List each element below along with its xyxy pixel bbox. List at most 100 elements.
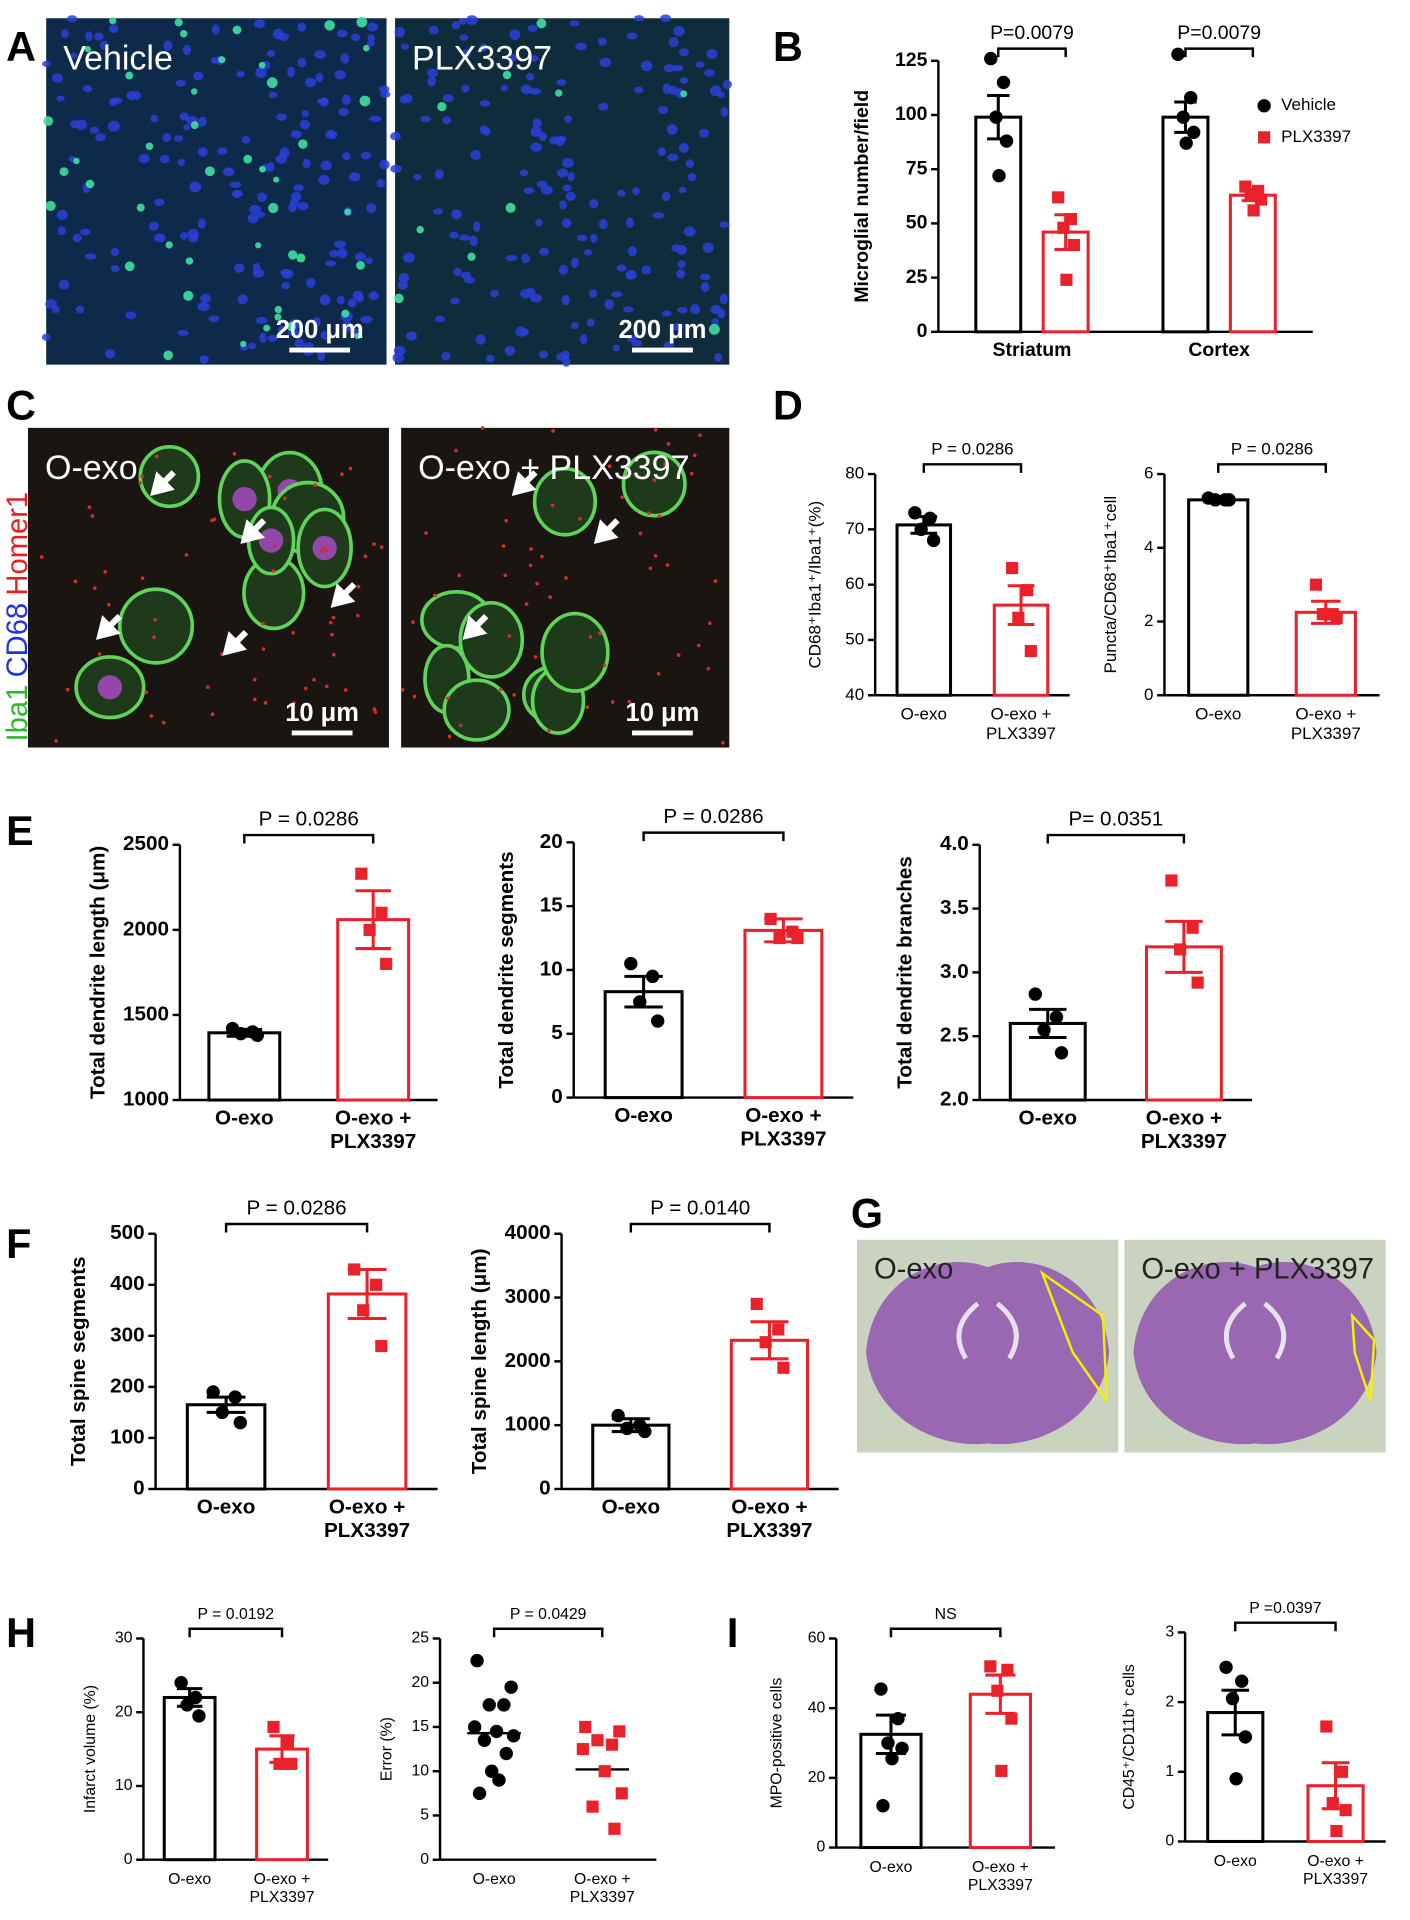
nucleus [479, 100, 491, 107]
nucleus [661, 310, 672, 317]
panel-letter: E [6, 808, 34, 854]
nucleus [364, 257, 373, 264]
y-axis-label: Total dendrite length (μm) [87, 846, 110, 1099]
data-point [876, 1799, 890, 1813]
y-tick-label: 500 [110, 1221, 144, 1244]
nucleus [690, 303, 701, 315]
puncta [524, 602, 529, 606]
data-point [1174, 943, 1187, 956]
error-bar [355, 889, 391, 951]
data-point [484, 1764, 499, 1778]
nucleus [567, 172, 575, 182]
nucleus [324, 260, 337, 267]
microglia [259, 165, 266, 173]
nucleus [277, 325, 287, 333]
nucleus [558, 264, 568, 276]
nucleus [138, 153, 150, 164]
stain-label: Homer1 [2, 492, 34, 596]
text-line: PLX3397 [740, 1128, 826, 1151]
nucleus [442, 116, 452, 125]
nucleus [99, 40, 109, 50]
nucleus [559, 200, 568, 210]
puncta [663, 711, 668, 716]
nucleus [399, 95, 409, 104]
nucleus [197, 147, 208, 157]
microglia [204, 166, 215, 177]
nucleus [530, 126, 542, 137]
nucleus [72, 233, 82, 243]
nucleus [94, 32, 104, 41]
nucleus [521, 253, 530, 264]
legend-marker [1258, 131, 1271, 144]
cell [458, 600, 525, 679]
nucleus [288, 203, 297, 212]
chart: 0 5 10 15 20 Total dendrite segments O-exo O-ex… [495, 805, 854, 1151]
data-point [1176, 110, 1190, 124]
cd68 [258, 528, 284, 553]
panel-letter: I [727, 1610, 738, 1656]
bar [326, 1292, 408, 1491]
y-tick-label: 1500 [123, 1002, 169, 1025]
x-tick-label: O-exo + PLX3397 [1303, 1853, 1368, 1888]
y-tick-label: 10 [115, 1777, 133, 1794]
nucleus [397, 280, 408, 291]
data-point [489, 1724, 504, 1739]
text-line: O-exo + [731, 1495, 807, 1518]
x-tick-label: O-exo + PLX3397 [726, 1495, 812, 1542]
data-point [1330, 1824, 1343, 1838]
data-point [357, 1304, 370, 1317]
data-point [1186, 921, 1199, 934]
nucleus [532, 118, 542, 128]
nucleus [148, 221, 159, 231]
nucleus [530, 142, 542, 152]
microglia [243, 154, 253, 164]
puncta [698, 433, 702, 437]
chart: 0 5 10 15 20 25 Error (%) O-exo O-exo + PLX3397 P … [378, 1606, 657, 1906]
puncta [663, 462, 667, 467]
panel-letter: C [6, 382, 36, 428]
nucleus [538, 247, 550, 256]
nucleus [586, 318, 595, 327]
nucleus [450, 297, 460, 305]
x-tick-label: O-exo [1195, 705, 1241, 724]
data-point [1001, 1663, 1014, 1676]
nucleus [588, 199, 599, 209]
scale-bar-label: 10 μm [285, 699, 359, 727]
nucleus [222, 167, 235, 177]
nucleus [352, 290, 363, 301]
nucleus [490, 289, 499, 298]
y-tick-label: 1000 [505, 1413, 551, 1436]
y-tick-label: 10 [540, 957, 563, 980]
data-point [992, 169, 1006, 183]
nucleus [334, 70, 346, 80]
data-point [772, 1323, 785, 1336]
microglia [268, 202, 279, 214]
nucleus [538, 350, 549, 359]
data-point [1320, 1720, 1333, 1733]
bar [162, 1695, 217, 1862]
nucleus [367, 34, 375, 42]
data-point [504, 1680, 518, 1694]
nucleus [556, 352, 567, 361]
nucleus [253, 19, 266, 29]
nucleus [294, 338, 305, 348]
data-point [482, 1698, 496, 1712]
nucleus [320, 160, 333, 171]
nucleus [459, 34, 469, 41]
puncta [271, 569, 276, 573]
data-point [1049, 1010, 1064, 1024]
microglia [362, 44, 370, 52]
nucleus [616, 189, 626, 197]
puncta [654, 456, 658, 461]
y-tick-label: 0 [539, 1476, 551, 1499]
nucleus [641, 265, 652, 275]
text-line: PLX3397 [570, 1889, 635, 1906]
microglia [394, 293, 404, 304]
scale-bar-label: 200 μm [618, 316, 706, 344]
chart: 0 2 4 6 Puncta/CD68⁺Iba1⁺cell O-exo O-exo + PLX… [1101, 440, 1380, 743]
data-point [777, 1361, 790, 1374]
text-line: O-exo + [335, 1106, 411, 1129]
puncta [540, 554, 544, 559]
data-point [380, 957, 393, 970]
arrow [330, 582, 357, 608]
